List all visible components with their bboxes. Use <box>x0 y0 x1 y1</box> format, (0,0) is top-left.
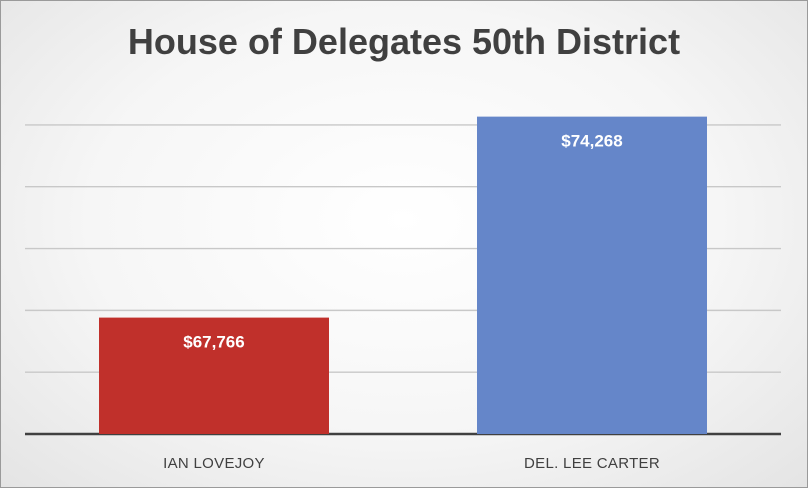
category-label-2: DEL. LEE CARTER <box>524 455 660 472</box>
category-label-1: IAN LOVEJOY <box>163 455 265 472</box>
data-labels: $67,766 $74,268 <box>183 132 622 352</box>
bars <box>99 116 707 434</box>
bar-2 <box>477 116 707 434</box>
data-label-2: $74,268 <box>561 132 622 151</box>
data-label-1: $67,766 <box>183 333 244 352</box>
chart-title: House of Delegates 50th District <box>127 21 681 62</box>
category-axis: IAN LOVEJOY DEL. LEE CARTER <box>163 455 660 472</box>
bar-1 <box>99 317 329 434</box>
